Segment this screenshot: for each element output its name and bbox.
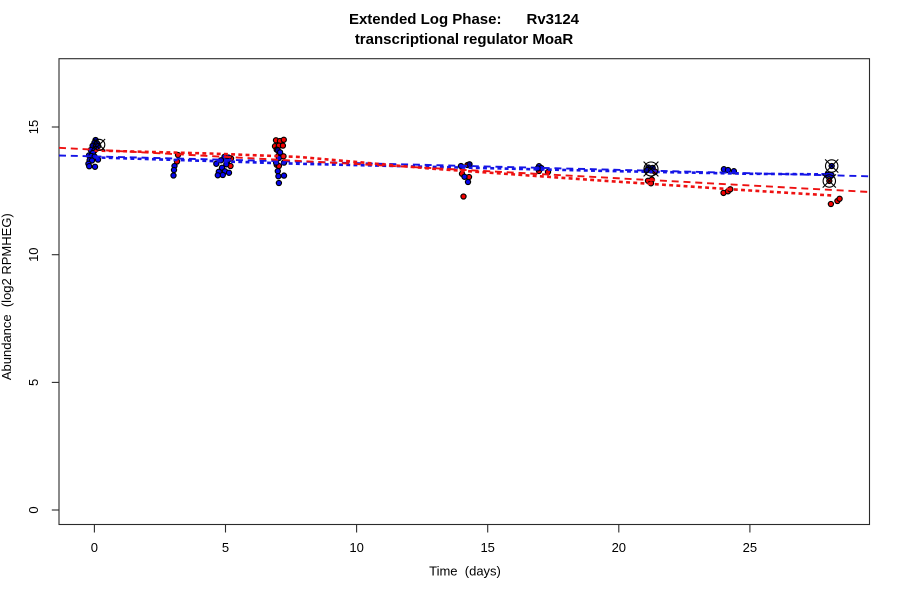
svg-text:10: 10 (349, 540, 363, 555)
svg-text:0: 0 (26, 506, 41, 513)
svg-text:transcriptional regulator MoaR: transcriptional regulator MoaR (355, 31, 574, 48)
svg-text:10: 10 (26, 247, 41, 261)
svg-text:Time (days): Time (days) (429, 563, 501, 578)
svg-text:Extended Log Phase: Rv312: Extended Log Phase: Rv3124 (349, 11, 580, 28)
svg-text:Abundance (log2 RPMHEG): Abundance (log2 RPMHEG) (0, 213, 14, 380)
svg-text:5: 5 (222, 540, 229, 555)
svg-text:15: 15 (26, 120, 41, 134)
svg-text:25: 25 (743, 540, 757, 555)
svg-text:5: 5 (26, 379, 41, 386)
svg-text:20: 20 (612, 540, 626, 555)
svg-text:15: 15 (480, 540, 494, 555)
svg-text:0: 0 (91, 540, 98, 555)
